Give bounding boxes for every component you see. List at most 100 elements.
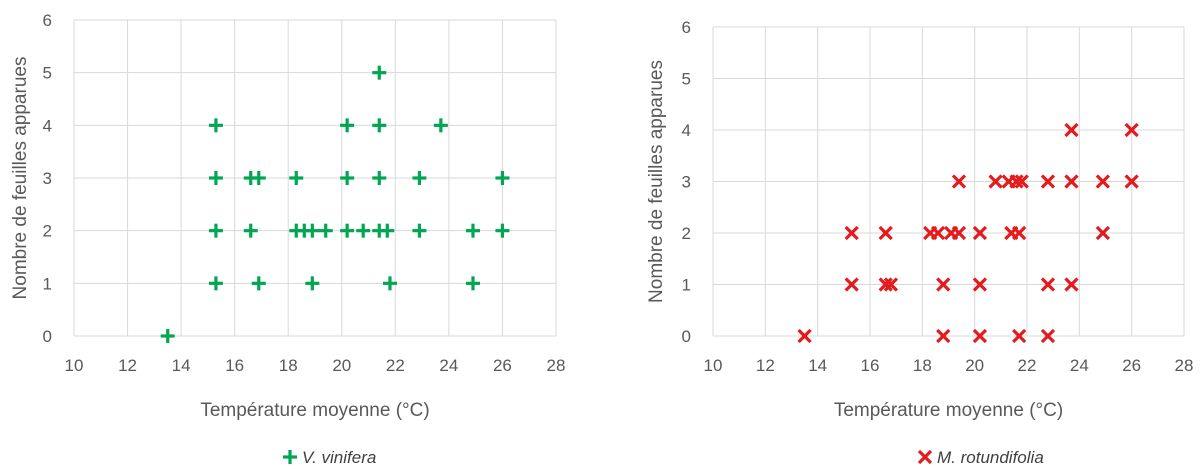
y-tick-label: 3: [682, 173, 691, 192]
data-point: [356, 223, 371, 238]
data-point: [972, 328, 988, 344]
y-tick-label: 1: [43, 274, 52, 293]
data-point: [208, 276, 223, 291]
x-tick-label: 12: [118, 356, 137, 375]
x-tick-label: 10: [65, 356, 84, 375]
data-point: [251, 171, 266, 185]
data-point: [1064, 174, 1079, 189]
data-point: [1012, 328, 1027, 344]
x-tick-label: 14: [172, 356, 191, 375]
y-tick-label: 2: [682, 224, 691, 243]
data-point: [251, 276, 266, 291]
data-point: [495, 223, 510, 238]
data-point: [340, 171, 355, 185]
data-point: [883, 277, 899, 292]
data-point: [412, 223, 427, 238]
x-tick-label: 28: [1175, 356, 1194, 375]
x-tick-label: 24: [439, 356, 458, 375]
data-point: [936, 277, 951, 292]
data-point: [289, 171, 304, 185]
data-point: [412, 171, 427, 185]
data-point: [160, 329, 175, 343]
x-tick-label: 18: [279, 356, 298, 375]
data-point: [972, 277, 988, 292]
x-tick-label: 12: [756, 356, 775, 375]
legend: V. vinifera: [283, 448, 376, 467]
data-point: [930, 225, 946, 241]
data-point: [340, 118, 355, 133]
y-axis-title: Nombre de feuilles apparues: [10, 57, 31, 300]
y-tick-label: 4: [682, 121, 691, 140]
data-point: [372, 118, 387, 133]
data-point: [465, 223, 480, 238]
data-point: [433, 118, 448, 133]
y-tick-label: 6: [43, 11, 52, 30]
data-point: [972, 225, 988, 241]
data-point: [380, 223, 395, 238]
data-point: [1014, 174, 1029, 189]
x-axis-title: Température moyenne (°C): [834, 400, 1063, 421]
data-point: [844, 225, 859, 241]
x-tick-label: 22: [386, 356, 405, 375]
y-tick-label: 4: [43, 116, 52, 135]
data-point: [988, 174, 1003, 189]
data-point: [208, 118, 223, 133]
x-tick-label: 24: [1070, 356, 1089, 375]
x-tick-label: 22: [1018, 356, 1037, 375]
data-point: [495, 171, 510, 185]
data-point: [878, 277, 893, 292]
data-point: [243, 223, 258, 238]
data-point: [1095, 174, 1111, 189]
y-tick-label: 1: [682, 276, 691, 295]
data-point: [318, 223, 333, 238]
legend-marker-icon: [283, 450, 297, 464]
x-tick-label: 14: [808, 356, 827, 375]
y-tick-label: 5: [682, 70, 691, 89]
x-tick-label: 20: [332, 356, 351, 375]
data-point: [1040, 174, 1056, 189]
data-point: [797, 328, 812, 344]
legend: M. rotundifolia: [917, 448, 1044, 467]
data-point: [372, 171, 387, 185]
data-point: [305, 276, 320, 291]
data-point: [1064, 122, 1079, 138]
x-tick-label: 20: [965, 356, 984, 375]
x-tick-label: 26: [1122, 356, 1141, 375]
data-point: [382, 276, 397, 291]
x-tick-label: 18: [913, 356, 932, 375]
data-point: [465, 276, 480, 291]
data-point: [1040, 277, 1056, 292]
data-point: [208, 171, 223, 185]
x-tick-label: 10: [704, 356, 723, 375]
y-tick-label: 0: [682, 327, 691, 346]
legend-label: V. vinifera: [302, 448, 376, 467]
data-point: [1124, 122, 1139, 138]
data-point: [305, 223, 320, 238]
x-tick-label: 26: [493, 356, 512, 375]
y-tick-label: 6: [682, 18, 691, 37]
x-tick-label: 28: [547, 356, 566, 375]
x-axis-title: Température moyenne (°C): [200, 400, 429, 421]
data-point: [372, 65, 387, 80]
data-point: [1012, 225, 1027, 241]
y-tick-label: 2: [43, 222, 52, 241]
data-point: [1040, 328, 1056, 344]
data-point: [936, 328, 951, 344]
data-point: [1095, 225, 1111, 241]
y-tick-label: 5: [43, 64, 52, 83]
data-point: [844, 277, 859, 292]
x-tick-label: 16: [225, 356, 244, 375]
data-point: [951, 225, 967, 241]
y-tick-label: 3: [43, 169, 52, 188]
data-point: [208, 223, 223, 238]
x-tick-label: 16: [861, 356, 880, 375]
data-point: [340, 223, 355, 238]
legend-marker-icon: [917, 449, 933, 465]
data-point: [1124, 174, 1139, 189]
data-point: [951, 174, 967, 189]
data-point: [1064, 277, 1079, 292]
y-axis-title: Nombre de feuilles apparues: [646, 60, 667, 303]
data-point: [1009, 174, 1024, 189]
